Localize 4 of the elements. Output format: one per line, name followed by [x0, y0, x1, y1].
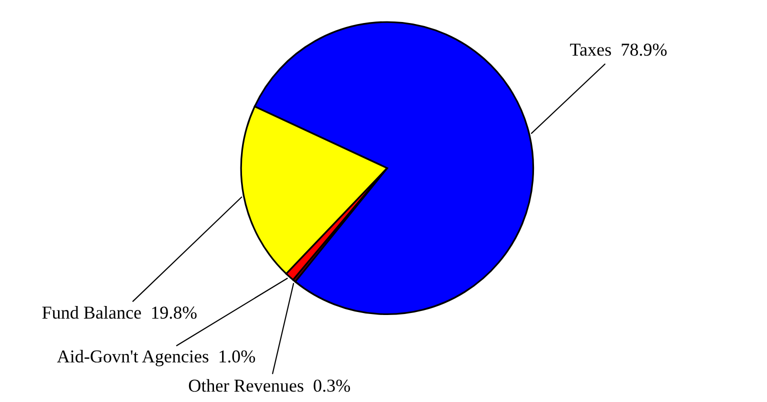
- slice-label: Other Revenues 0.3%: [188, 379, 350, 392]
- slice-label: Aid-Govn't Agencies 1.0%: [57, 350, 256, 366]
- slice-label: Taxes 78.9%: [570, 44, 667, 56]
- slice-label: Fund Balance 19.8%: [42, 306, 197, 319]
